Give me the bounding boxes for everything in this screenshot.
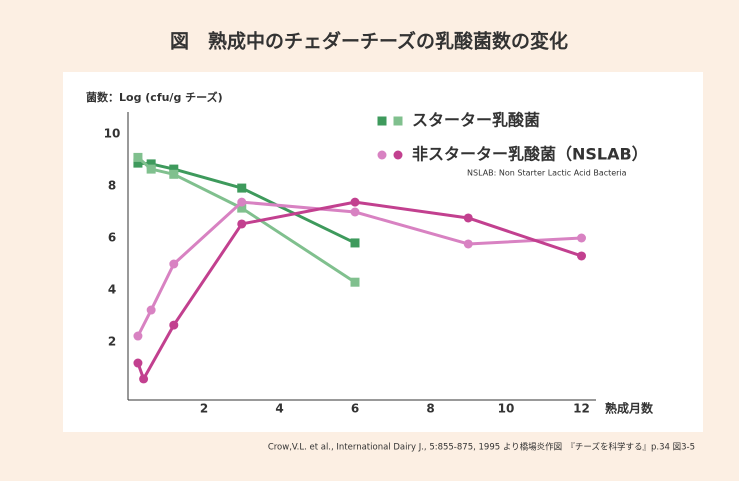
y-tick-label: 6 bbox=[108, 231, 116, 245]
data-point bbox=[133, 358, 143, 368]
data-point bbox=[169, 169, 179, 179]
x-tick-label: 12 bbox=[573, 402, 590, 416]
data-point bbox=[350, 238, 360, 248]
legend-label: 非スターター乳酸菌（NSLAB） bbox=[412, 145, 648, 164]
data-point bbox=[463, 213, 473, 223]
legend-marker bbox=[377, 150, 387, 160]
data-point bbox=[169, 320, 179, 330]
data-point bbox=[237, 203, 247, 213]
x-tick-label: 6 bbox=[351, 402, 359, 416]
y-tick-label: 10 bbox=[104, 127, 121, 141]
y-tick-label: 8 bbox=[108, 179, 116, 193]
x-axis-label: 熟成月数 bbox=[605, 401, 654, 416]
data-point bbox=[146, 159, 156, 169]
legend-marker bbox=[393, 116, 403, 126]
data-point bbox=[463, 239, 473, 249]
y-axis-label: 菌数：Log (cfu/g チーズ) bbox=[86, 90, 223, 104]
x-tick-label: 2 bbox=[200, 402, 208, 416]
x-tick-label: 8 bbox=[426, 402, 434, 416]
source: Crow,V.L. et al., International Dairy J.… bbox=[268, 442, 695, 453]
data-point bbox=[169, 259, 179, 269]
x-tick-label: 10 bbox=[498, 402, 515, 416]
data-point bbox=[577, 233, 586, 243]
legend-label: スターター乳酸菌 bbox=[412, 111, 540, 130]
data-point bbox=[350, 207, 360, 217]
data-point bbox=[139, 374, 149, 384]
data-point bbox=[577, 251, 586, 261]
data-point bbox=[133, 152, 143, 162]
plot-panel bbox=[63, 72, 703, 432]
legend-note: NSLAB: Non Starter Lactic Acid Bacteria bbox=[467, 169, 627, 178]
y-tick-label: 4 bbox=[108, 283, 116, 297]
x-tick-label: 4 bbox=[275, 402, 283, 416]
data-point bbox=[237, 183, 247, 193]
y-tick-label: 2 bbox=[108, 335, 116, 349]
legend-marker bbox=[393, 150, 403, 160]
data-point bbox=[350, 197, 360, 207]
data-point bbox=[169, 164, 179, 174]
chart-title: 図 熟成中のチェダーチーズの乳酸菌数の変化 bbox=[170, 30, 568, 53]
data-point bbox=[237, 219, 247, 229]
data-point bbox=[350, 277, 360, 287]
data-point bbox=[237, 197, 247, 207]
data-point bbox=[133, 331, 143, 341]
data-point bbox=[146, 164, 156, 174]
data-point bbox=[133, 158, 143, 168]
data-point bbox=[146, 305, 156, 315]
legend-marker bbox=[377, 116, 387, 126]
